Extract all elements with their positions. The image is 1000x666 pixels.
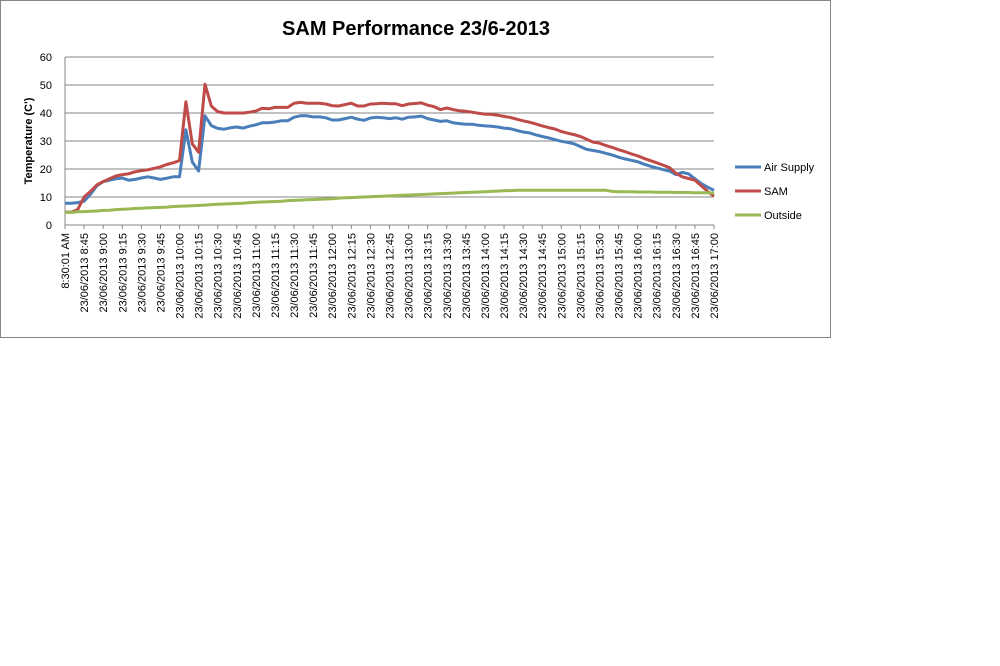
y-tick-label: 30 xyxy=(40,136,52,148)
y-tick-label: 50 xyxy=(40,80,52,92)
x-tick-label: 23/06/2013 12:15 xyxy=(346,233,358,319)
x-tick-label: 23/06/2013 11:00 xyxy=(251,233,263,318)
x-tick-label: 23/06/2013 10:00 xyxy=(175,233,187,319)
series-lines xyxy=(64,82,715,214)
legend-label: Air Supply xyxy=(764,162,815,174)
series-line-sam xyxy=(65,82,715,214)
x-tick-label: 23/06/2013 11:45 xyxy=(308,233,320,318)
x-tick-label: 23/06/2013 13:00 xyxy=(404,233,416,319)
y-tick-label: 10 xyxy=(40,192,52,204)
legend: Air Supply SAM Outside xyxy=(735,162,815,222)
x-tick-label: 23/06/2013 13:15 xyxy=(423,233,435,319)
x-tick-label: 23/06/2013 15:30 xyxy=(594,233,606,319)
x-tick-label: 23/06/2013 14:15 xyxy=(499,233,511,319)
x-tick-label: 23/06/2013 10:30 xyxy=(213,233,225,319)
x-tick-label: 23/06/2013 14:30 xyxy=(518,233,530,319)
x-tick-label: 23/06/2013 15:15 xyxy=(575,233,587,319)
x-tick-label: 23/06/2013 14:00 xyxy=(480,233,492,319)
x-tick-label: 23/06/2013 9:30 xyxy=(136,233,148,313)
y-tick-label: 0 xyxy=(46,220,52,232)
x-tick-label: 23/06/2013 9:15 xyxy=(117,233,129,313)
x-tick-label: 23/06/2013 12:30 xyxy=(365,233,377,319)
x-tick-label: 23/06/2013 16:15 xyxy=(652,233,664,319)
x-tick-label: 23/06/2013 17:00 xyxy=(709,233,721,319)
y-tick-labels: 0 10 20 30 40 50 60 xyxy=(40,52,52,232)
x-tick-label: 23/06/2013 9:00 xyxy=(98,233,110,313)
y-tick-label: 40 xyxy=(40,108,52,120)
line-chart: SAM Performance 23/6-2013 Temperature (C… xyxy=(23,18,815,319)
x-tick-label: 23/06/2013 12:00 xyxy=(327,233,339,319)
y-tick-label: 60 xyxy=(40,52,52,64)
x-tick-label: 23/06/2013 16:30 xyxy=(671,233,683,319)
x-tick-label: 23/06/2013 9:45 xyxy=(155,233,167,313)
x-tick-label: 23/06/2013 10:15 xyxy=(194,233,206,319)
x-tick-label: 23/06/2013 15:45 xyxy=(614,233,626,319)
x-tick-labels: 8:30:01 AM 23/06/2013 8:45 23/06/2013 9:00… xyxy=(60,225,721,319)
x-tick-label: 23/06/2013 16:00 xyxy=(633,233,645,319)
gridlines xyxy=(64,56,714,226)
x-tick-label: 23/06/2013 14:45 xyxy=(537,233,549,319)
series-line-outside xyxy=(64,188,715,214)
x-tick-label: 23/06/2013 11:15 xyxy=(270,233,282,318)
x-tick-label: 23/06/2013 15:00 xyxy=(556,233,568,319)
y-tick-label: 20 xyxy=(40,164,52,176)
series-line-air-supply xyxy=(65,114,715,205)
x-tick-label: 23/06/2013 12:45 xyxy=(385,233,397,319)
chart-container: SAM Performance 23/6-2013 Temperature (C… xyxy=(0,0,831,338)
x-tick-label: 23/06/2013 10:45 xyxy=(232,233,244,319)
x-tick-label: 23/06/2013 13:30 xyxy=(442,233,454,319)
legend-label: SAM xyxy=(764,186,788,198)
x-tick-label: 23/06/2013 11:30 xyxy=(289,233,301,318)
x-tick-label: 8:30:01 AM xyxy=(60,233,72,289)
chart-title: SAM Performance 23/6-2013 xyxy=(282,18,550,40)
x-tick-label: 23/06/2013 8:45 xyxy=(79,233,91,313)
y-axis-label: Temperature (C') xyxy=(23,97,35,184)
x-tick-label: 23/06/2013 16:45 xyxy=(690,233,702,319)
legend-label: Outside xyxy=(764,210,802,222)
x-tick-label: 23/06/2013 13:45 xyxy=(461,233,473,319)
